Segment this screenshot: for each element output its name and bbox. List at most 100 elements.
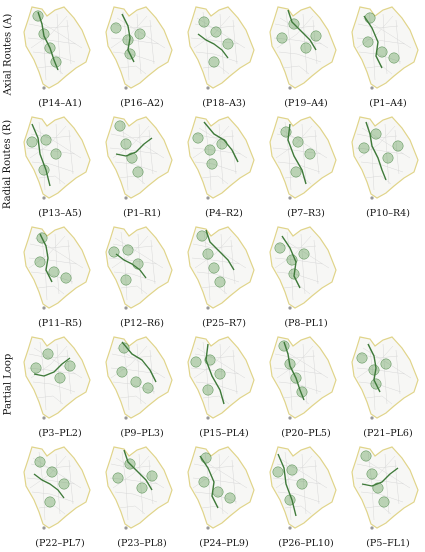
street-line <box>36 395 64 405</box>
street-line <box>384 453 390 515</box>
stop-catchment <box>276 32 288 44</box>
street-line <box>149 19 155 65</box>
street-line <box>110 367 160 375</box>
route-line <box>121 13 135 63</box>
street-line <box>30 463 72 469</box>
row-label-text: Radial Routes (R) <box>2 119 14 209</box>
stop-catchment <box>112 472 124 484</box>
route-map <box>269 226 337 310</box>
route-map <box>269 446 337 530</box>
stop-catchment <box>122 34 134 46</box>
route-map <box>351 6 419 90</box>
route-map <box>187 6 255 90</box>
street-line <box>278 381 322 393</box>
stop-catchment <box>222 38 234 50</box>
route-map-panel: (P9–PL3) <box>102 334 180 442</box>
route-map <box>105 116 173 200</box>
stop-catchment <box>370 128 382 140</box>
street-line <box>195 381 239 393</box>
origin-marker <box>370 416 374 420</box>
stop-catchment <box>200 452 212 464</box>
route-line <box>277 453 297 517</box>
street-line <box>358 125 396 159</box>
stop-catchment <box>310 30 322 42</box>
street-line <box>191 257 241 265</box>
stop-catchment <box>130 376 142 388</box>
street-line <box>356 463 398 469</box>
street-line <box>111 353 153 359</box>
stop-catchment <box>146 470 158 482</box>
street-line <box>193 15 231 49</box>
map-caption: (P25–R7) <box>202 318 246 329</box>
stop-catchment <box>26 136 38 148</box>
street-line <box>110 37 160 45</box>
street-line <box>32 381 76 393</box>
street-line <box>28 257 78 265</box>
street-line <box>26 147 76 155</box>
street-line <box>196 271 240 283</box>
stop-catchment <box>214 368 226 380</box>
stop-catchment <box>214 276 226 288</box>
route-map-panel: (P10–R4) <box>348 114 425 222</box>
street-line <box>394 459 400 505</box>
stop-catchment <box>202 248 214 260</box>
stop-catchment <box>120 138 132 150</box>
route-line <box>203 121 239 163</box>
stop-catchment <box>298 248 310 260</box>
street-line <box>273 37 323 45</box>
street-line <box>111 235 149 269</box>
map-caption: (P14–A1) <box>38 98 82 109</box>
origin-marker <box>206 416 210 420</box>
route-line <box>33 357 71 377</box>
street-line <box>356 345 394 379</box>
stop-catchment <box>132 166 144 178</box>
street-line <box>301 453 307 515</box>
street-line <box>110 133 152 139</box>
street-line <box>68 459 74 505</box>
map-caption: (P13–A5) <box>38 208 82 219</box>
street-line <box>278 457 328 489</box>
stop-catchment <box>50 148 62 160</box>
street-line <box>109 147 159 155</box>
street-line <box>119 395 147 405</box>
route-line <box>115 253 147 279</box>
street-line <box>192 243 234 249</box>
street-line <box>201 505 229 515</box>
stop-catchment <box>208 262 220 274</box>
street-line <box>116 17 166 49</box>
stop-catchment <box>362 36 374 48</box>
street-line <box>276 15 314 49</box>
street-line <box>382 343 388 405</box>
street-line <box>192 455 230 489</box>
route-line <box>33 473 65 499</box>
route-map-panel: (P11–R5) <box>20 224 98 332</box>
street-line <box>112 125 150 159</box>
route-map <box>23 6 91 90</box>
origin-marker <box>206 196 210 200</box>
street-line <box>115 127 165 159</box>
map-caption: (P22–PL7) <box>35 538 85 549</box>
street-line <box>365 395 393 405</box>
street-line <box>220 233 226 295</box>
street-line <box>361 457 411 489</box>
street-line <box>360 161 404 173</box>
street-line <box>148 129 154 175</box>
street-line <box>148 459 154 505</box>
map-caption: (P18–A3) <box>202 98 246 109</box>
row-label-text: Axial Routes (A) <box>2 13 14 95</box>
stop-catchment <box>122 244 134 256</box>
street-line <box>66 349 72 395</box>
stop-catchment <box>364 12 376 24</box>
row-label: Axial Routes (A) <box>0 4 16 104</box>
stop-catchment <box>290 166 302 178</box>
stop-catchment <box>380 358 392 370</box>
map-caption: (P23–PL8) <box>117 538 167 549</box>
stop-catchment <box>204 144 216 156</box>
street-line <box>27 367 77 375</box>
street-line <box>232 349 238 395</box>
origin-marker <box>288 196 292 200</box>
stop-catchment <box>376 46 388 58</box>
map-caption: (P11–R5) <box>38 318 82 329</box>
route-map <box>187 116 255 200</box>
stop-catchment <box>392 140 404 152</box>
